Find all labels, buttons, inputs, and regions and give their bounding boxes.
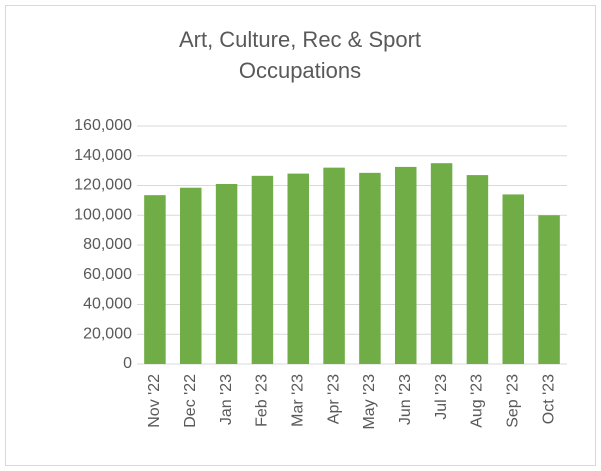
y-tick-label: 120,000 <box>74 177 132 194</box>
x-tick-label: Jul '23 <box>433 374 450 420</box>
x-tick-label: Nov '22 <box>146 374 163 428</box>
y-tick-label: 80,000 <box>83 236 132 253</box>
y-tick-label: 0 <box>123 355 132 372</box>
x-tick-label: Apr '23 <box>325 374 342 424</box>
bar <box>144 195 166 364</box>
y-tick-label: 160,000 <box>74 117 132 134</box>
x-tick-label: Feb '23 <box>254 374 271 427</box>
x-tick-label: May '23 <box>361 374 378 430</box>
x-tick-label: Aug '23 <box>469 374 486 428</box>
bar <box>180 187 202 364</box>
y-tick-label: 140,000 <box>74 147 132 164</box>
x-tick-label: Jun '23 <box>397 374 414 425</box>
bar <box>430 163 453 364</box>
chart-title: Art, Culture, Rec & Sport Occupations <box>178 27 422 83</box>
bar <box>287 173 309 364</box>
bar <box>251 175 274 364</box>
bar <box>359 172 381 364</box>
bar <box>395 166 417 364</box>
x-tick-label: Dec '22 <box>182 374 199 428</box>
x-tick-label: Jan '23 <box>218 374 235 425</box>
y-tick-label: 100,000 <box>74 206 132 223</box>
y-tick-label: 20,000 <box>83 325 132 342</box>
x-tick-label: Oct '23 <box>540 374 557 424</box>
bar <box>502 194 524 364</box>
x-tick-label: Sep '23 <box>504 374 521 428</box>
bar <box>466 175 489 364</box>
bar <box>323 167 345 364</box>
y-tick-label: 60,000 <box>83 266 132 283</box>
bar <box>215 184 238 364</box>
x-tick-label: Mar '23 <box>289 374 306 427</box>
bar <box>538 215 560 364</box>
y-tick-label: 40,000 <box>83 296 132 313</box>
